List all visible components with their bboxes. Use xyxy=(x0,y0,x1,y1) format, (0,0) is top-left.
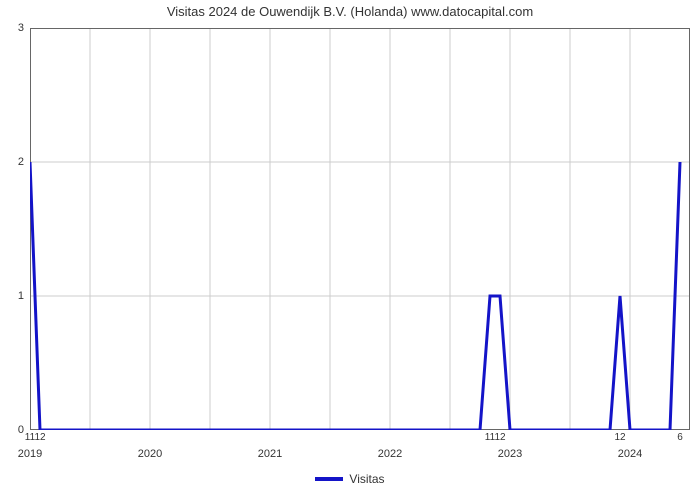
legend-item-visitas: Visitas xyxy=(315,472,384,486)
legend-label: Visitas xyxy=(349,472,384,486)
y-tick-label: 1 xyxy=(18,290,30,302)
x-tick-label: 2021 xyxy=(258,430,282,460)
y-tick-label: 2 xyxy=(18,156,30,168)
legend-swatch xyxy=(315,477,343,481)
x-value-label: 12 xyxy=(614,430,625,443)
chart-svg xyxy=(30,28,690,430)
x-value-label: 6 xyxy=(677,430,683,443)
legend: Visitas xyxy=(0,470,700,486)
x-value-label: 12 xyxy=(34,430,45,443)
plot-area: 012320192020202120222023202411121112126 xyxy=(30,28,690,430)
plot-border xyxy=(31,29,690,430)
x-tick-label: 2020 xyxy=(138,430,162,460)
x-tick-label: 2022 xyxy=(378,430,402,460)
x-value-label: 12 xyxy=(494,430,505,443)
chart-title: Visitas 2024 de Ouwendijk B.V. (Holanda)… xyxy=(0,4,700,19)
y-tick-label: 3 xyxy=(18,22,30,34)
